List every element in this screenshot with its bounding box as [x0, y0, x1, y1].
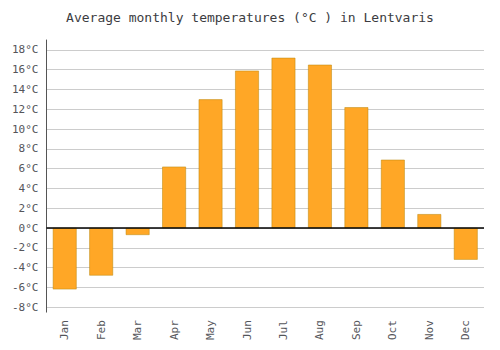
svg-text:12°C: 12°C	[12, 103, 39, 116]
svg-text:2°C: 2°C	[19, 202, 39, 215]
svg-text:May: May	[204, 320, 217, 340]
svg-text:16°C: 16°C	[12, 63, 39, 76]
svg-text:Aug: Aug	[313, 320, 326, 340]
svg-text:Jan: Jan	[58, 320, 71, 340]
svg-text:Dec: Dec	[459, 320, 472, 340]
svg-text:Sep: Sep	[350, 320, 363, 340]
svg-text:-2°C: -2°C	[12, 241, 39, 254]
svg-text:Nov: Nov	[423, 320, 436, 340]
svg-text:Average monthly temperatures (: Average monthly temperatures (°C ) in Le…	[66, 10, 434, 25]
svg-text:4°C: 4°C	[19, 182, 39, 195]
svg-text:Feb: Feb	[95, 320, 108, 340]
svg-text:Mar: Mar	[131, 320, 144, 340]
svg-text:Apr: Apr	[168, 320, 181, 340]
svg-text:-8°C: -8°C	[12, 301, 39, 314]
svg-text:-6°C: -6°C	[12, 281, 39, 294]
svg-text:Oct: Oct	[386, 320, 399, 340]
svg-text:Jun: Jun	[241, 320, 254, 340]
svg-text:Jul: Jul	[277, 320, 290, 340]
svg-text:18°C: 18°C	[12, 43, 39, 56]
svg-text:8°C: 8°C	[19, 142, 39, 155]
svg-text:10°C: 10°C	[12, 123, 39, 136]
svg-text:-4°C: -4°C	[12, 261, 39, 274]
svg-text:6°C: 6°C	[19, 162, 39, 175]
svg-text:0°C: 0°C	[19, 222, 39, 235]
svg-text:14°C: 14°C	[12, 83, 39, 96]
